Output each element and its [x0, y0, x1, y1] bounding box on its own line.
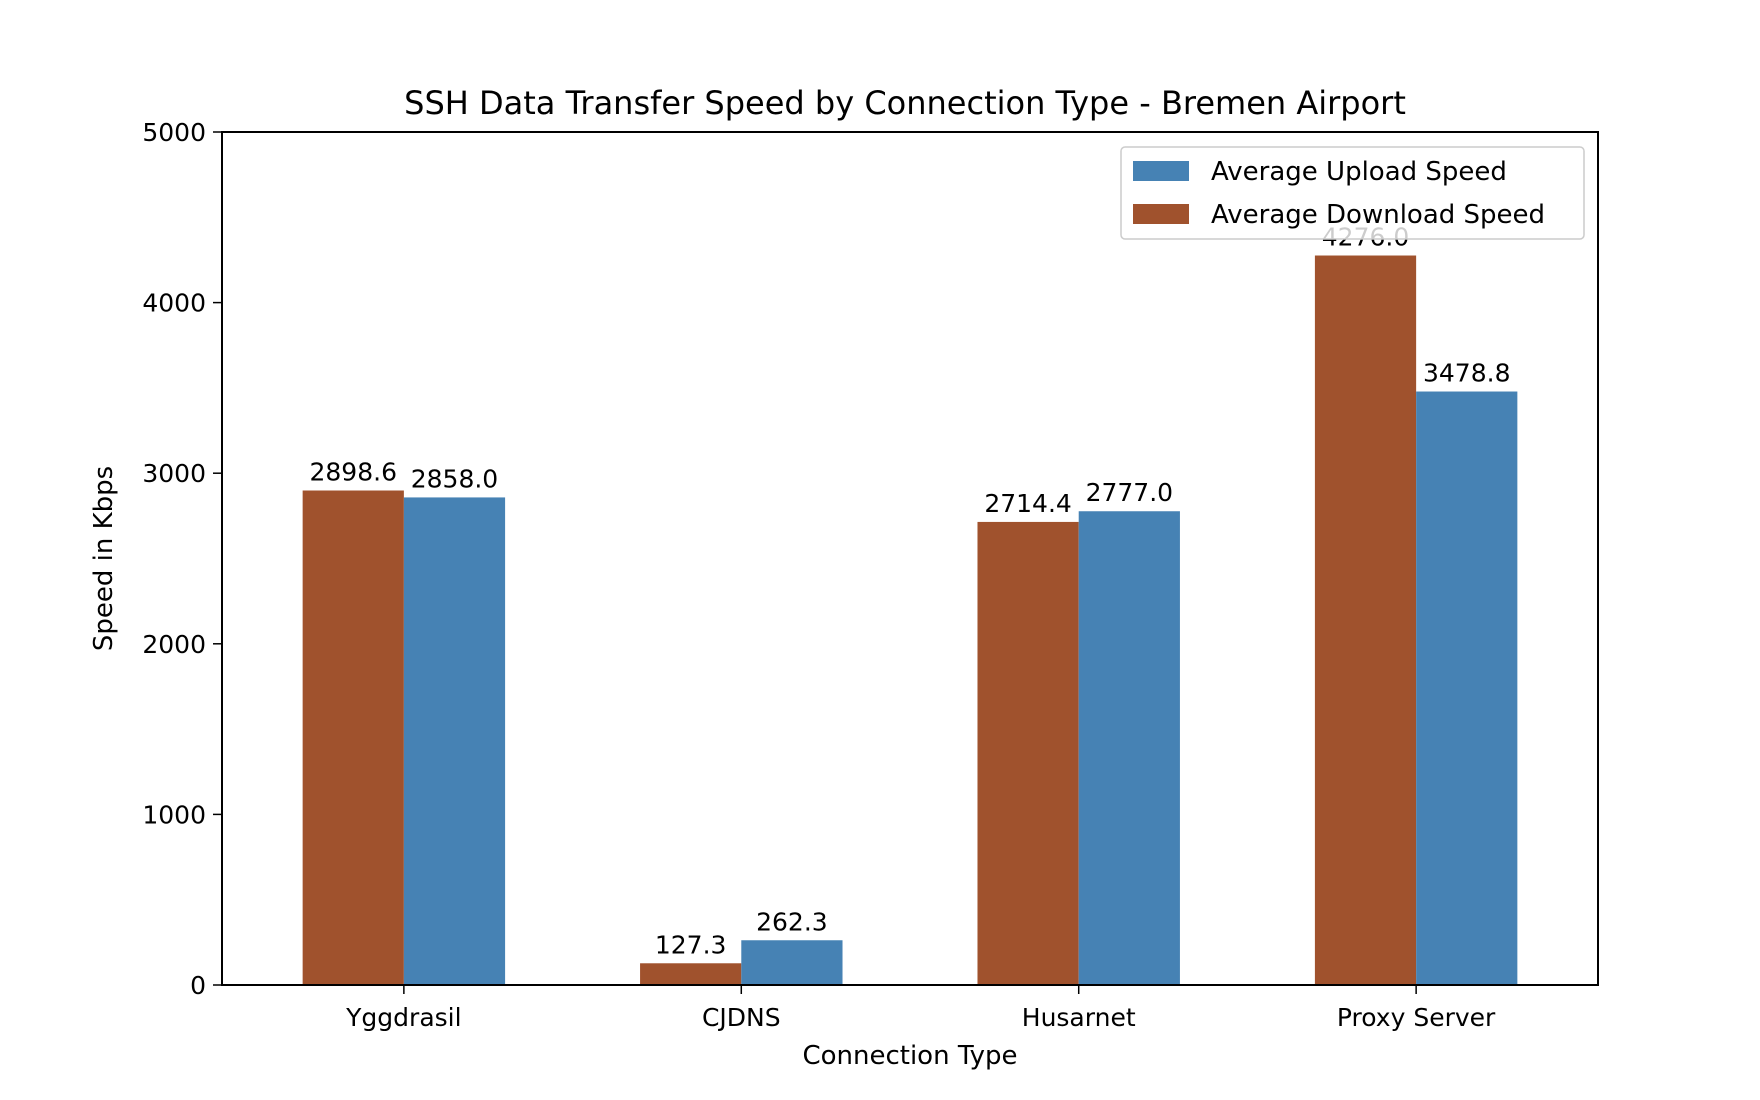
bar-cjdns-upload [741, 940, 843, 985]
legend-box [1120, 146, 1585, 240]
value-label: 3478.8 [1423, 359, 1510, 388]
y-axis-label: Speed in Kbps [89, 466, 119, 651]
legend-swatch [1133, 204, 1189, 224]
legend-entry-label: Average Upload Speed [1211, 157, 1507, 187]
bar-husarnet-upload [1078, 511, 1180, 985]
value-label: 2714.4 [984, 489, 1071, 518]
x-axis-label: Connection Type [802, 1041, 1017, 1071]
value-label: 2898.6 [310, 457, 397, 486]
bar-husarnet-download [977, 521, 1079, 985]
bars-group [302, 255, 1518, 985]
value-label: 2777.0 [1086, 478, 1173, 507]
x-tick-label: CJDNS [702, 1003, 781, 1032]
bar-proxy-server-upload [1416, 391, 1518, 985]
y-tick-label: 1000 [142, 800, 206, 829]
y-tick-label: 5000 [142, 118, 206, 147]
x-axis: Yggdrasil CJDNS Husarnet Proxy Server [345, 985, 1496, 1032]
y-axis: 0 1000 2000 3000 4000 5000 [142, 118, 222, 1000]
x-tick-label: Proxy Server [1337, 1003, 1496, 1032]
bar-yggdrasil-download [302, 490, 404, 985]
value-label: 127.3 [655, 930, 727, 959]
chart-title: SSH Data Transfer Speed by Connection Ty… [404, 84, 1406, 122]
plot-area-frame [221, 131, 1599, 986]
legend-entry-label: Average Download Speed [1211, 200, 1545, 230]
x-tick-label: Husarnet [1022, 1003, 1136, 1032]
bar-cjdns-download [640, 963, 742, 985]
y-tick-label: 4000 [142, 289, 206, 318]
y-tick-label: 2000 [142, 630, 206, 659]
legend: Average Upload Speed Average Download Spe… [1120, 146, 1585, 240]
y-tick-label: 3000 [142, 459, 206, 488]
bar-proxy-server-download [1314, 255, 1417, 985]
value-label: 262.3 [756, 907, 828, 936]
bar-yggdrasil-upload [403, 497, 506, 985]
legend-swatch [1133, 161, 1189, 181]
x-tick-label: Yggdrasil [345, 1003, 461, 1032]
value-label: 2858.0 [411, 464, 498, 493]
y-tick-label: 0 [190, 971, 206, 1000]
